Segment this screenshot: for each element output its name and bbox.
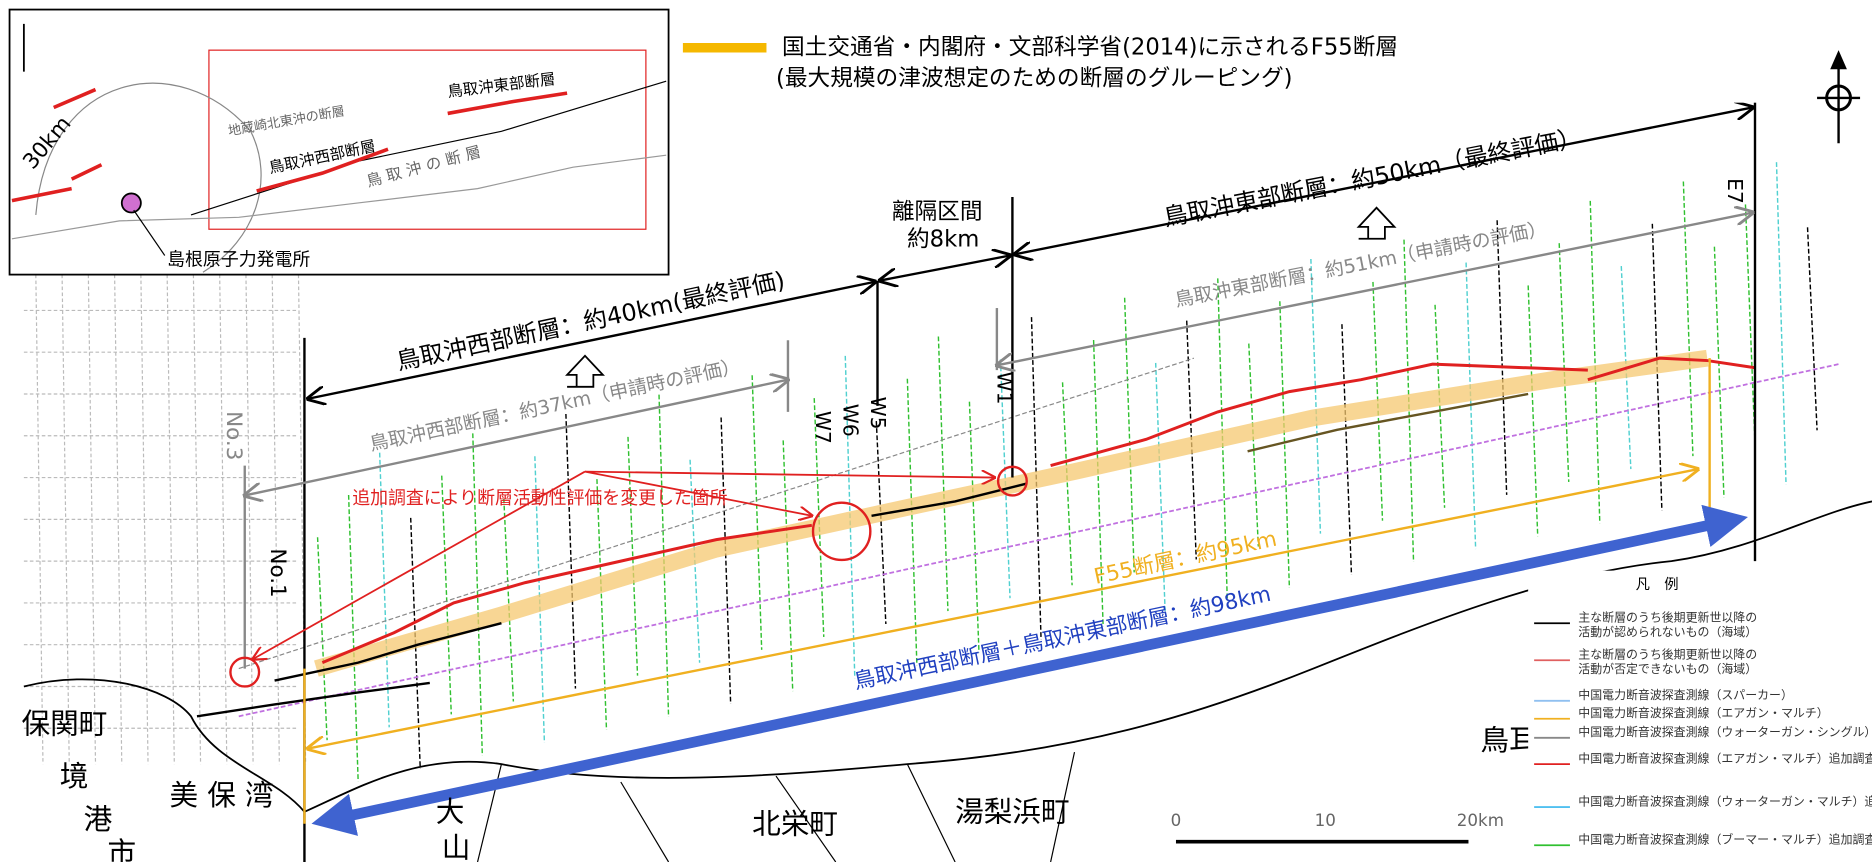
inset-frame (8, 8, 670, 276)
gap-title: 離隔区間 (892, 199, 983, 225)
survey-line (1713, 246, 1725, 498)
changed-note: 追加調査により断層活動性評価を変更した箇所 (352, 488, 727, 509)
survey-line (1527, 285, 1539, 537)
callout-line (253, 470, 586, 659)
survey-line (937, 336, 949, 612)
survey-line (1061, 382, 1073, 586)
callout-line (584, 470, 812, 516)
callout-circle (996, 465, 1028, 497)
inset-west-fault (256, 147, 389, 193)
inset-fault (53, 87, 97, 110)
survey-line (1775, 162, 1787, 485)
arrow (997, 213, 1753, 366)
place: 市 (107, 835, 136, 862)
survey-line-label: No.3 (221, 411, 246, 460)
place-names: 保関町 境 港 市 美 保 湾 大 山 北栄町 湯梨浜町 鳥耳 (21, 706, 1537, 862)
survey-line (596, 479, 608, 730)
survey-line-label: E7 (1723, 178, 1747, 204)
scale-label: 10 (1315, 810, 1336, 830)
combined-label: 鳥取沖西部断層＋鳥取沖東部断層：約98km (852, 582, 1274, 695)
survey-line-label: W1 (992, 372, 1016, 405)
legend-item: 活動が認められないもの（海域） (1578, 625, 1757, 639)
survey-line (1341, 324, 1353, 575)
survey-line (1682, 181, 1694, 457)
callout-line (584, 472, 995, 478)
place: 北栄町 (752, 807, 838, 841)
callout-circle (811, 501, 872, 562)
survey-line (875, 421, 887, 625)
inset-map: 30km 鳥取沖東部断層 鳥取沖西部断層 地蔵崎北東沖の断層 鳥 取 沖 の 断… (8, 8, 670, 276)
place: 大 (436, 795, 465, 829)
plant-marker (120, 192, 142, 214)
inset-fault (70, 163, 103, 181)
place: 境 (60, 759, 89, 793)
survey-line-label: W7 (811, 411, 835, 444)
legend-title: 凡 例 (1636, 576, 1679, 593)
survey-line (316, 537, 328, 741)
place: 山 (442, 831, 471, 862)
legend-item: 中国電力断音波探査測線（スパーカー） (1578, 688, 1793, 702)
legend-item: 中国電力断音波探査測線（エアガン・マルチ）追加調査 (1578, 751, 1872, 765)
survey-line (720, 417, 732, 705)
plant-leader (133, 209, 166, 256)
survey-line (1744, 204, 1756, 444)
legend: 凡 例 主な断層のうち後期更新世以降の活動が認められないもの（海域）主な断層のう… (1528, 570, 1872, 862)
survey-line (503, 498, 515, 702)
legend-item: 主な断層のうち後期更新世以降の (1578, 647, 1757, 661)
survey-line-label: W5 (866, 397, 890, 430)
survey-line (1248, 343, 1260, 547)
survey-line (751, 375, 763, 650)
gap-length: 約8km (907, 226, 979, 252)
callout-circle (229, 656, 261, 688)
legend-item: 中国電力断音波探査測線（ブーマー・マルチ）追加調査 (1578, 833, 1872, 847)
legend-item: 中国電力断音波探査測線（ウォーターガン・シングル） (1578, 725, 1872, 739)
black-fault (1247, 392, 1529, 453)
top-legend-text: 国土交通省・内閣府・文部科学省(2014)に示されるF55断層 (782, 34, 1398, 60)
legend-item: 中国電力断音波探査測線（エアガン・マルチ） (1578, 706, 1828, 720)
plant-label: 島根原子力発電所 (167, 249, 310, 270)
place: 保関町 (21, 706, 107, 740)
survey-line (999, 359, 1011, 599)
coast (11, 154, 667, 240)
arrow (245, 380, 788, 496)
inset-fault (11, 186, 72, 203)
top-legend-text: (最大規模の津波想定のための断層のグルーピング) (776, 65, 1292, 91)
top-legend-bg (670, 16, 1872, 103)
up-arrow (565, 354, 605, 388)
place: 美 保 湾 (170, 778, 274, 812)
survey-line (441, 475, 453, 715)
fault (190, 80, 667, 216)
legend-item: 主な断層のうち後期更新世以降の (1578, 610, 1757, 624)
survey-line (1806, 227, 1818, 431)
survey-line-label: No.1 (265, 548, 290, 597)
legend-bg (1528, 570, 1872, 862)
inset-east-fault (447, 91, 568, 116)
inset-area (208, 49, 647, 230)
legend-item: 中国電力断音波探査測線（ウォーターガン・マルチ）追加調査 (1578, 794, 1872, 808)
place: 鳥耳 (1480, 723, 1537, 757)
radius-circle (35, 82, 262, 273)
legend-item: 活動が否定できないもの（海域） (1578, 662, 1757, 676)
scale-label: 20km (1457, 810, 1504, 830)
survey-line (1279, 301, 1291, 588)
north-arrow (1830, 50, 1847, 70)
place: 湯梨浜町 (955, 795, 1070, 829)
survey-line (1558, 243, 1570, 482)
survey-line (813, 398, 825, 637)
scale-label: 0 (1171, 810, 1182, 830)
up-arrow (1356, 206, 1397, 240)
arrow (880, 256, 1010, 281)
survey-line (906, 378, 918, 666)
survey-line (1589, 200, 1601, 524)
arrow (311, 504, 1748, 836)
place: 港 (84, 802, 113, 836)
survey-line (565, 413, 577, 689)
black-fault (196, 681, 430, 718)
grid-survey-line (245, 274, 254, 765)
survey-line-label: W6 (838, 404, 862, 437)
